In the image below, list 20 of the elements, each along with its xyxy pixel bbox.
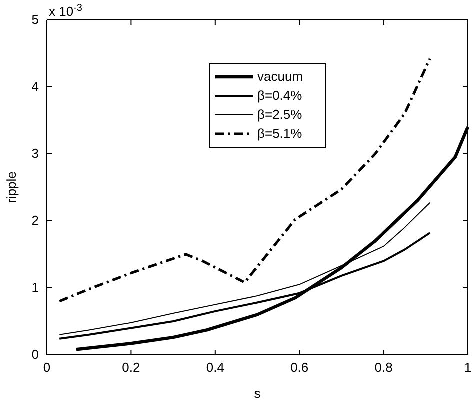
y-tick-label: 3: [32, 146, 39, 162]
legend-label: β=0.4%: [258, 88, 303, 103]
line-series: [58, 58, 432, 303]
text: x 10$^{-3}$: [49, 2, 83, 19]
legend-label: β=2.5%: [258, 107, 303, 122]
x-tick-label: 0.2: [122, 360, 140, 376]
x-tick-label: 0: [43, 360, 51, 376]
x-tick-label: 1: [464, 360, 472, 376]
y-tick-label: 2: [32, 213, 39, 228]
y-axis-title: ripple: [4, 172, 19, 204]
x-tick-label: 0.6: [290, 360, 309, 376]
y-tick-label: 5: [32, 12, 39, 28]
y-tick-label: 1: [32, 280, 39, 296]
legend-label: vacuum: [258, 69, 304, 84]
x-tick-label: 0.4: [206, 360, 224, 376]
x-tick-label: 0.8: [374, 360, 393, 376]
y-tick-label: 0: [32, 347, 39, 362]
y-tick-label: 4: [32, 79, 39, 94]
x-axis-title: s: [254, 386, 262, 401]
legend-label: β=5.1%: [258, 126, 303, 141]
